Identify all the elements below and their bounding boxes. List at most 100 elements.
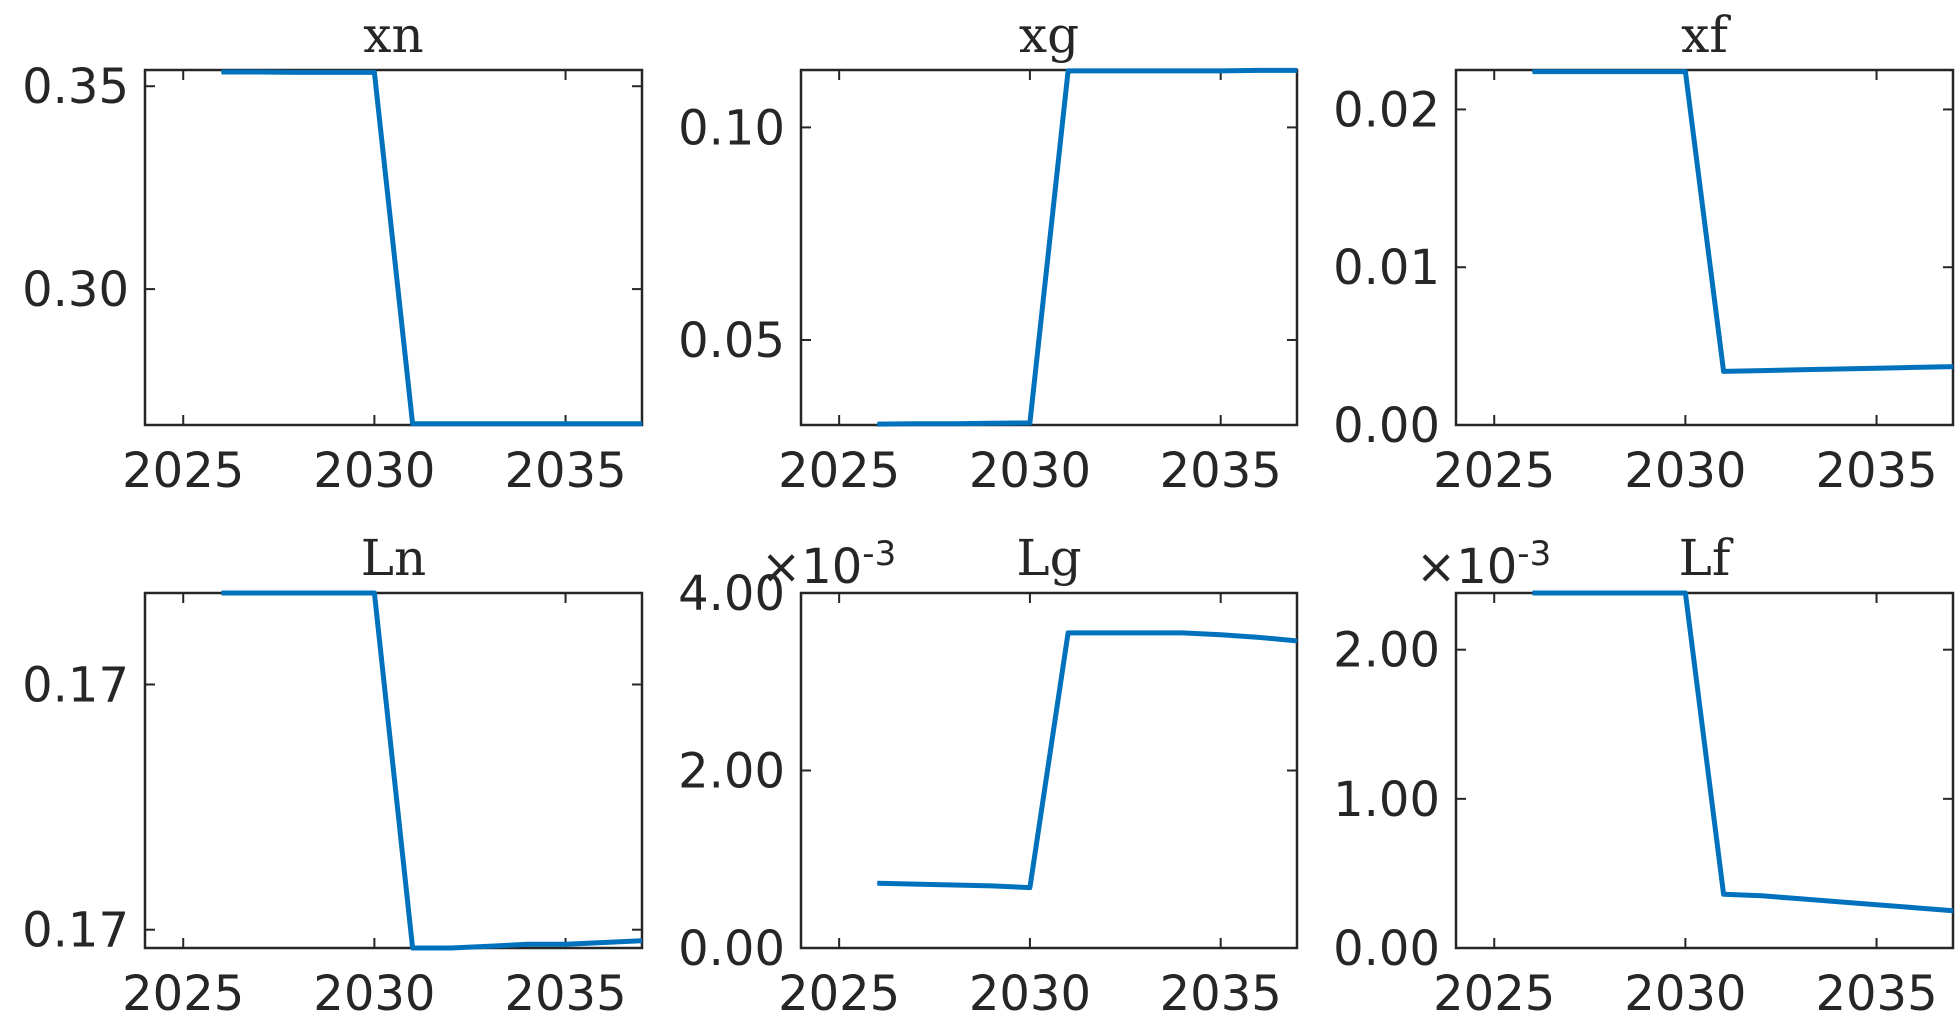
x-tick-label: 2030 [313, 966, 435, 1022]
data-point [373, 71, 375, 73]
data-point [373, 592, 375, 594]
y-tick-label: 0.00 [1333, 921, 1440, 977]
y-tick-label: 0.35 [22, 59, 129, 115]
data-point [1684, 592, 1686, 594]
data-point [603, 942, 605, 944]
y-tick-label: 0.17 [22, 657, 129, 713]
data-point [565, 423, 567, 425]
plot-frame [143, 68, 644, 427]
data-point [1143, 70, 1145, 72]
data-point [1608, 71, 1610, 73]
subplot-Ln: Ln 2025 2030 2035 0.17 0.17 [22, 529, 644, 1022]
data-point [1723, 893, 1725, 895]
subplot-xf: xf 2025 2030 2035 0.00 0.01 0.02 [1333, 6, 1955, 499]
data-point [953, 423, 955, 425]
data-point [335, 592, 337, 594]
data-point [991, 885, 993, 887]
subplot-xg: xg 2025 2030 2035 0.05 0.10 [678, 6, 1299, 499]
data-point [1182, 70, 1184, 72]
data-point [1914, 907, 1916, 909]
data-point [1570, 592, 1572, 594]
data-point [991, 422, 993, 424]
x-tick-label: 2035 [1160, 966, 1282, 1022]
data-point [297, 71, 299, 73]
x-tick-label: 2025 [1433, 443, 1555, 499]
data-point [1952, 910, 1954, 912]
chart-title: Ln [361, 529, 426, 587]
data-point [876, 882, 878, 884]
data-point [1067, 70, 1069, 72]
y-tick-label: 0.17 [22, 903, 129, 959]
x-tick-label: 2030 [1624, 443, 1746, 499]
data-point [450, 947, 452, 949]
y-tick-label: 0.00 [678, 921, 785, 977]
subplot-Lf: Lf 2025 2030 2035 0.00 1.00 2.00 ×10-3 [1333, 529, 1955, 1022]
y-tick-label: 0.05 [678, 313, 785, 369]
data-point [953, 884, 955, 886]
data-point [1876, 367, 1878, 369]
data-point [1067, 632, 1069, 634]
y-tick-label: 0.02 [1333, 82, 1440, 138]
data-point [641, 423, 643, 425]
plot-frame [143, 591, 644, 950]
data-point [1258, 69, 1260, 71]
data-point [526, 943, 528, 945]
chart-title: xn [363, 6, 423, 64]
data-point [1105, 632, 1107, 634]
data-point [1646, 592, 1648, 594]
data-point [1723, 370, 1725, 372]
x-tick-label: 2035 [504, 966, 626, 1022]
data-point [1646, 71, 1648, 73]
data-point [1876, 904, 1878, 906]
data-point [1761, 895, 1763, 897]
data-point [412, 947, 414, 949]
y-multiplier: ×10-3 [761, 534, 896, 595]
data-point [1608, 592, 1610, 594]
y-tick-label: 2.00 [678, 744, 785, 800]
data-point [1570, 71, 1572, 73]
x-tick-label: 2030 [1624, 966, 1746, 1022]
x-tick-label: 2035 [1815, 443, 1937, 499]
x-tick-label: 2025 [122, 443, 244, 499]
data-point [1799, 898, 1801, 900]
x-tick-label: 2035 [504, 443, 626, 499]
data-point [526, 423, 528, 425]
plot-frame [1454, 68, 1955, 427]
data-point [335, 71, 337, 73]
data-point [220, 592, 222, 594]
data-point [1837, 901, 1839, 903]
data-point [1220, 70, 1222, 72]
x-tick-label: 2025 [778, 443, 900, 499]
data-point [641, 940, 643, 942]
plot-frame [1454, 591, 1955, 950]
data-point [914, 883, 916, 885]
data-point [876, 423, 878, 425]
data-point [603, 423, 605, 425]
x-tick-label: 2030 [313, 443, 435, 499]
data-point [1296, 69, 1298, 71]
subplot-xn: xn 2025 2030 2035 0.30 0.35 [22, 6, 644, 499]
x-tick-label: 2030 [969, 966, 1091, 1022]
series-line-0 [877, 67, 1297, 427]
data-point [1531, 592, 1533, 594]
y-multiplier: ×10-3 [1416, 534, 1551, 595]
data-point [259, 71, 261, 73]
data-point [1220, 634, 1222, 636]
chart-title: Lg [1016, 529, 1081, 587]
data-point [1684, 71, 1686, 73]
data-point [565, 943, 567, 945]
data-point [297, 592, 299, 594]
series-line-0 [877, 630, 1298, 891]
data-point [450, 423, 452, 425]
data-point [1761, 370, 1763, 372]
data-point [488, 423, 490, 425]
data-point [1105, 70, 1107, 72]
y-tick-label: 0.01 [1333, 240, 1440, 296]
y-tick-label: 0.10 [678, 100, 785, 156]
subplot-Lg: Lg 2025 2030 2035 0.00 2.00 4.00×10-3 [678, 529, 1299, 1022]
data-point [1952, 366, 1954, 368]
data-point [1296, 640, 1298, 642]
plot-frame [799, 68, 1299, 427]
x-tick-label: 2025 [1433, 966, 1555, 1022]
